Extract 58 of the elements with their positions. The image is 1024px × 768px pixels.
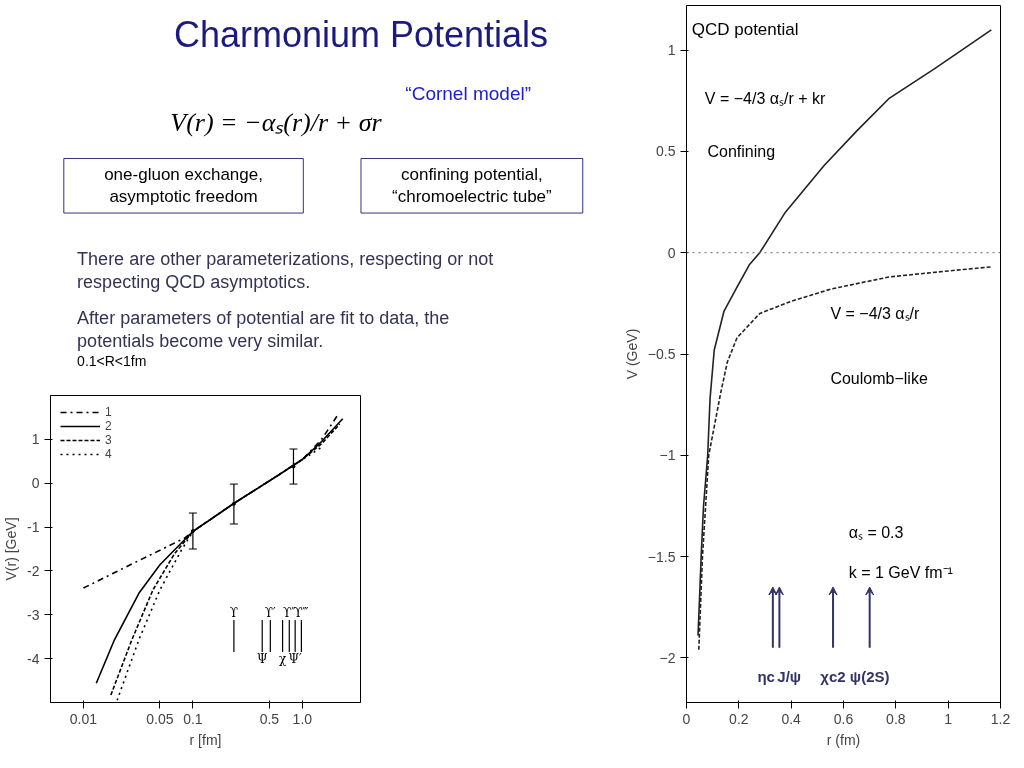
y-tick-label: −1.5	[647, 548, 676, 565]
x-tick-label: 1.0	[292, 710, 313, 727]
annotation: k = 1 GeV fm⁻¹	[848, 564, 953, 582]
x-tick-label: 0	[682, 710, 691, 727]
x-tick-label: 0.01	[69, 710, 98, 727]
y-tick-label: 0	[31, 475, 40, 492]
annotation: Ψ	[256, 651, 268, 666]
y-axis-title: V (GeV)	[623, 328, 640, 380]
x-axis-title: r [fm]	[189, 731, 222, 748]
annotation: QCD potential	[691, 20, 799, 40]
annotation: ψ(2S)	[849, 668, 890, 686]
annotation: Ψ′	[288, 651, 303, 666]
x-axis-title: r (fm)	[826, 731, 861, 748]
text: There are other parameterizations, respecting or not respecting QCD asymptotics.	[77, 249, 494, 293]
annotation: V = −4/3 αₛ/r	[830, 304, 921, 322]
text: “Cornel model”	[405, 82, 531, 104]
text: confining potential, “chromoelectric tube”	[392, 165, 553, 207]
text: Charmonium Potentials	[173, 14, 549, 56]
y-tick-label: -1	[27, 519, 40, 536]
x-tick-label: 0.5	[259, 710, 280, 727]
y-axis-title: V(r) [GeV]	[3, 517, 20, 581]
annotation: χ	[278, 651, 287, 666]
y-tick-label: −0.5	[647, 346, 676, 362]
y-tick-label: 0	[667, 244, 676, 261]
legend-label: 2	[105, 419, 113, 433]
x-tick-label: 0.05	[146, 710, 174, 727]
x-tick-label: 0.6	[833, 710, 854, 727]
annotation: χc2	[820, 668, 846, 686]
x-tick-label: 1	[944, 710, 953, 727]
annotation: ηc	[757, 668, 775, 686]
x-tick-label: 0.1	[183, 710, 203, 727]
x-tick-label: 0.8	[886, 710, 906, 727]
annotation: J/ψ	[777, 668, 802, 686]
x-tick-label: 0.2	[729, 710, 749, 727]
annotation: V = −4/3 αₛ/r + kr	[704, 90, 827, 108]
y-tick-label: -2	[27, 562, 40, 579]
annotation: ϒ	[229, 605, 239, 620]
y-tick-label: −1	[659, 447, 676, 464]
y-tick-label: 1	[31, 431, 40, 448]
y-tick-label: −2	[659, 649, 676, 666]
text: one-gluon exchange, asymptotic freedom	[104, 165, 263, 207]
y-tick-label: -4	[27, 650, 40, 667]
annotation: αₛ = 0.3	[848, 523, 904, 541]
y-tick-label: 0.5	[656, 143, 676, 160]
text: 0.1<R<1fm	[77, 353, 147, 370]
annotation: Coulomb−like	[830, 369, 928, 387]
annotation: Confining	[707, 142, 776, 160]
legend-label: 4	[105, 447, 113, 461]
y-tick-label: 1	[667, 42, 676, 59]
legend-label: 1	[105, 405, 113, 419]
annotation: ϒ′	[264, 605, 277, 620]
x-tick-label: 0.4	[781, 710, 802, 727]
annotation: ϒ‴	[294, 605, 309, 620]
legend-label: 3	[105, 433, 113, 447]
y-tick-label: -3	[27, 606, 40, 623]
x-tick-label: 1.2	[990, 710, 1011, 727]
text: V(r) = −αₛ(r)/r + σr	[170, 107, 383, 137]
text: After parameters of potential are fit to data, the potentials become very similar.	[77, 307, 450, 351]
